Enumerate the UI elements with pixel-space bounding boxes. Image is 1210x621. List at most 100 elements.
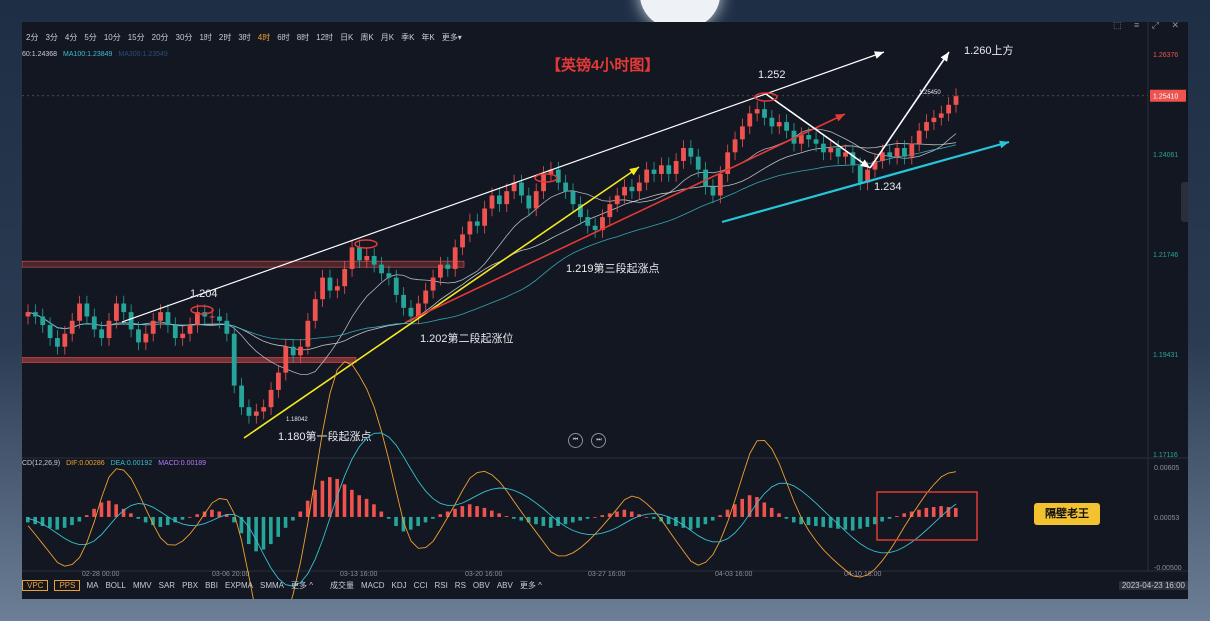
timeframe-20[interactable]: 更多▾ xyxy=(441,33,462,42)
macd-bar xyxy=(254,516,258,552)
playback-controls: ⏮ ⏭ xyxy=(568,428,610,448)
red-trend-arrow xyxy=(405,113,846,323)
macd-bar xyxy=(806,516,811,526)
macd-bar xyxy=(357,495,362,517)
macd-bar xyxy=(445,511,450,517)
main-indicator-3[interactable]: SAR xyxy=(158,581,176,590)
candle-body xyxy=(62,333,68,347)
ma60-value: 60:1.24368 xyxy=(22,51,58,58)
timeframe-10[interactable]: 3时 xyxy=(238,33,251,42)
timeframe-1[interactable]: 3分 xyxy=(45,33,58,42)
candle-body xyxy=(69,320,75,334)
macd-bar xyxy=(372,504,376,517)
candle-body xyxy=(165,312,171,326)
timeframe-7[interactable]: 30分 xyxy=(175,33,193,42)
candle-body xyxy=(548,169,554,174)
main-indicator-8[interactable]: 更多 ^ xyxy=(291,581,313,590)
candle-body xyxy=(636,182,642,192)
macd-bar xyxy=(497,513,501,517)
macd-bar xyxy=(107,500,111,517)
main-indicator-6[interactable]: EXPMA xyxy=(224,581,253,590)
candle-body xyxy=(533,191,539,209)
timeframe-0[interactable]: 2分 xyxy=(26,33,39,42)
candle-body xyxy=(725,152,731,174)
timeframe-11[interactable]: 4时 xyxy=(257,33,271,42)
timeframe-4[interactable]: 10分 xyxy=(103,33,121,42)
white-pullback-arrow xyxy=(765,93,871,169)
candle-body xyxy=(762,109,767,118)
next-icon[interactable]: ⏭ xyxy=(591,433,607,448)
sub-indicator-5[interactable]: RS xyxy=(454,581,466,590)
candle-body xyxy=(423,290,429,304)
timeframe-13[interactable]: 8时 xyxy=(296,33,310,42)
price-chart[interactable]: 1.26376 1.24061 1.21746 1.19431 1.17116 1.254… xyxy=(22,22,1188,599)
sub-indicator-0[interactable]: 成交量 xyxy=(329,581,354,590)
main-indicator-5[interactable]: BBI xyxy=(205,581,218,590)
main-indicator-7[interactable]: SMMA xyxy=(260,581,284,590)
macd-bar xyxy=(173,516,177,523)
timeframe-19[interactable]: 年K xyxy=(421,33,435,42)
sub-indicator-3[interactable]: CCI xyxy=(413,581,428,590)
candle-body xyxy=(828,147,834,153)
macd-bar xyxy=(880,516,884,522)
window-controls[interactable]: ⬚ ≡ ⤢ ✕ xyxy=(1113,22,1184,30)
main-indicator-4[interactable]: PBX xyxy=(182,581,199,590)
timeframe-14[interactable]: 12时 xyxy=(316,33,334,42)
prev-icon[interactable]: ⏮ xyxy=(568,433,583,448)
macd-bar xyxy=(77,516,82,522)
timeframe-12[interactable]: 6时 xyxy=(277,33,290,42)
macd-bar xyxy=(386,516,391,519)
price-annotation-2: 1.18042 xyxy=(286,417,308,423)
candle-body xyxy=(84,303,90,317)
macd-bar xyxy=(526,516,531,523)
main-indicator-1[interactable]: BOLL xyxy=(105,581,126,590)
main-indicator-2[interactable]: MMV xyxy=(132,581,152,590)
macd-bar xyxy=(121,508,126,517)
candle-body xyxy=(25,312,31,317)
sub-indicator-1[interactable]: MACD xyxy=(360,581,385,590)
macd-bar xyxy=(129,513,133,517)
sub-indicator-4[interactable]: RSI xyxy=(434,581,448,590)
toolbar-box-pps[interactable]: PPS xyxy=(54,580,81,591)
macd-dif-line xyxy=(27,361,957,599)
macd-bar xyxy=(62,516,67,528)
macd-bar xyxy=(578,516,582,521)
timeframe-18[interactable]: 季K xyxy=(401,33,415,42)
sub-indicator-8[interactable]: 更多 ^ xyxy=(519,581,542,590)
candle-body xyxy=(938,113,944,118)
sub-indicator-7[interactable]: ABV xyxy=(496,581,513,590)
timeframe-17[interactable]: 月K xyxy=(380,33,395,42)
candle-body xyxy=(776,122,782,127)
timeframe-16[interactable]: 周K xyxy=(360,33,374,42)
macd-bar xyxy=(269,516,273,545)
macd-bar xyxy=(622,509,627,517)
candle-body xyxy=(143,333,149,343)
candle-body xyxy=(194,312,200,326)
timeframe-2[interactable]: 4分 xyxy=(64,33,78,42)
toolbar-box-vpc[interactable]: VPC xyxy=(22,580,49,591)
macd-bar xyxy=(747,495,752,517)
timeframe-3[interactable]: 5分 xyxy=(84,33,97,42)
timeframe-6[interactable]: 20分 xyxy=(151,33,169,42)
macd-legend: CD(12,26,9) DIF:0.00286 DEA:0.00192 MACD… xyxy=(22,460,206,467)
timeframe-8[interactable]: 1时 xyxy=(199,33,212,42)
macd-bar xyxy=(364,498,369,517)
candle-body xyxy=(857,165,863,183)
main-indicator-0[interactable]: MA xyxy=(86,581,99,590)
candle-body xyxy=(231,333,237,386)
macd-bar xyxy=(512,516,516,519)
candle-body xyxy=(55,338,60,347)
macd-bar xyxy=(858,516,862,529)
macd-bar xyxy=(114,504,118,517)
sub-indicator-6[interactable]: OBV xyxy=(472,581,490,590)
candle-body xyxy=(467,221,473,235)
sub-indicator-2[interactable]: KDJ xyxy=(391,581,407,590)
macd-bar xyxy=(924,507,929,517)
timeframe-15[interactable]: 日K xyxy=(340,33,354,42)
timeframe-9[interactable]: 2时 xyxy=(218,33,232,42)
macd-bar xyxy=(84,515,89,517)
candle-body xyxy=(688,147,694,157)
timeframe-5[interactable]: 15分 xyxy=(127,33,145,42)
side-panel-handle[interactable] xyxy=(1181,182,1188,222)
macd-bar xyxy=(490,510,494,517)
